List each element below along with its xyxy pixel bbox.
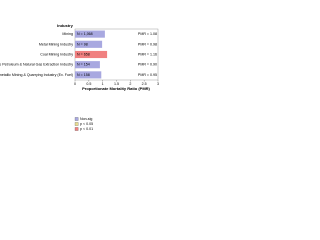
y-tick-label: Crude Petroleum & Natural Gas Extraction… bbox=[0, 63, 73, 67]
legend-label: Non-sig bbox=[80, 117, 92, 121]
value-label: PMR = 0.90 bbox=[138, 63, 157, 67]
legend-label: p < 0.01 bbox=[80, 127, 93, 131]
chart: Industry Proportionate Mortality Ratio (… bbox=[0, 23, 159, 131]
value-label: PMR = 0.98 bbox=[138, 42, 157, 46]
bar bbox=[75, 61, 100, 69]
bar bbox=[75, 71, 102, 79]
bar bbox=[75, 50, 108, 59]
y-tick-label: Metal Mining Industry bbox=[39, 42, 73, 46]
n-label: N = 98 bbox=[77, 42, 88, 46]
x-tick-label: 0 bbox=[74, 82, 76, 86]
x-tick-label: 2 bbox=[129, 82, 131, 86]
value-label: PMR = 1.16 bbox=[138, 52, 157, 56]
x-tick-label: 3 bbox=[157, 82, 159, 86]
legend-swatch bbox=[74, 122, 79, 126]
x-tick-label: 1 bbox=[102, 82, 104, 86]
n-label: N = 658 bbox=[77, 52, 90, 56]
x-tick-label: 0.5 bbox=[86, 82, 91, 86]
n-label: N = 158 bbox=[77, 73, 90, 77]
x-tick-label: 1.5 bbox=[114, 82, 119, 86]
legend-swatch bbox=[74, 117, 79, 121]
legend-label: p < 0.05 bbox=[80, 122, 93, 126]
chart-title: Industry bbox=[57, 23, 74, 28]
y-tick-label: Coal Mining Industry bbox=[40, 52, 73, 56]
x-tick-label: 2.5 bbox=[142, 82, 147, 86]
y-tick-label: Mining bbox=[62, 32, 73, 36]
legend-swatch bbox=[74, 127, 79, 131]
x-axis-label: Proportionate Mortality Ratio (PMR) bbox=[82, 86, 150, 91]
bar bbox=[75, 30, 105, 38]
value-label: PMR = 1.08 bbox=[138, 32, 157, 36]
n-label: N = 1,068 bbox=[77, 32, 93, 36]
value-label: PMR = 0.95 bbox=[138, 73, 157, 77]
n-label: N = 154 bbox=[77, 63, 90, 67]
y-tick-label: Nonmetallic Mining & Quarrying Industry … bbox=[0, 73, 73, 77]
bar bbox=[75, 40, 103, 48]
